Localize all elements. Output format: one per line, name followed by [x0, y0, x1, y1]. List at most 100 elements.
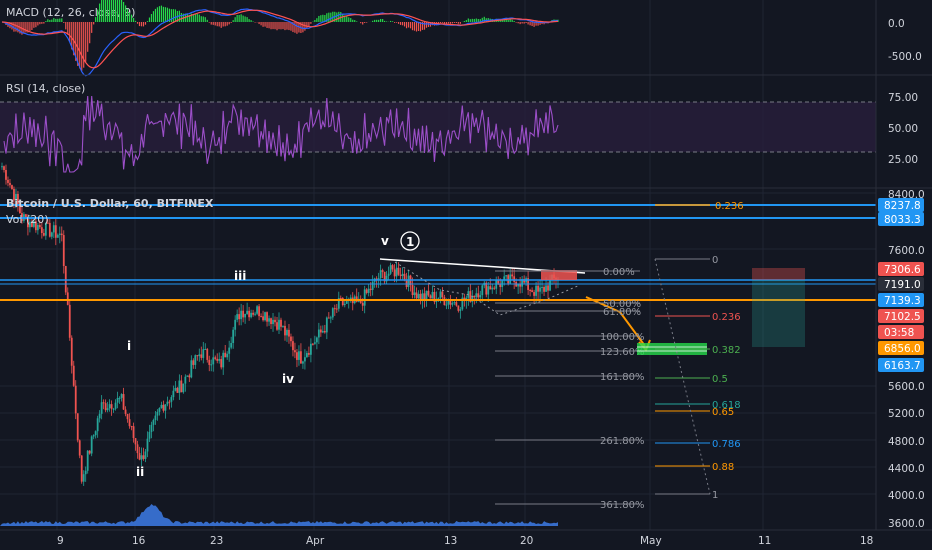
price-tick-5600: 5600.0 [888, 381, 925, 393]
candle-body-60 [120, 394, 123, 398]
candle-body-220 [439, 291, 442, 299]
candle-body-1 [3, 166, 5, 170]
candle-body-167 [333, 308, 336, 310]
candle-body-59 [118, 397, 121, 399]
candle-body-125 [250, 312, 253, 318]
time-label-16: 16 [132, 535, 146, 547]
candle-body-231 [461, 297, 464, 310]
candle-body-196 [391, 265, 394, 270]
candle-body-123 [246, 310, 249, 314]
candle-body-225 [449, 300, 452, 305]
candle-body-23 [46, 222, 49, 224]
candle-body-213 [425, 290, 428, 300]
candle-body-145 [290, 336, 292, 342]
candle-body-111 [222, 352, 225, 368]
candle-body-80 [160, 404, 163, 409]
candle-body-70 [140, 455, 143, 460]
candle-body-34 [68, 304, 71, 338]
candle-body-53 [106, 408, 109, 411]
candle-body-126 [252, 312, 254, 315]
candle-body-33 [66, 292, 69, 305]
candle-body-203 [405, 279, 408, 287]
candle-body-106 [212, 357, 215, 365]
candle-body-7 [15, 193, 17, 201]
candle-body-107 [214, 357, 217, 359]
wave-label-iii: iii [234, 269, 246, 283]
price-tick-5200: 5200.0 [888, 408, 925, 420]
time-axis[interactable]: 9 16 23 Apr 13 20 May 11 18 [57, 535, 873, 547]
candle-body-30 [60, 233, 63, 236]
fib-retracement[interactable]: 0.236 0 0.236 0.382 0.5 0.618 0.65 0.786… [654, 201, 744, 501]
candle-body-12 [25, 214, 27, 218]
candle-body-273 [545, 285, 547, 292]
candle-body-219 [437, 298, 440, 300]
candle-body-133 [266, 312, 268, 322]
macd-series [1, 0, 559, 77]
candle-body-155 [309, 343, 312, 355]
candle-body-266 [531, 290, 533, 293]
candle-body-211 [421, 293, 424, 301]
rsi-tick-50: 50.00 [888, 123, 918, 135]
rsi-band [0, 102, 876, 152]
candle-body-269 [537, 285, 539, 292]
candle-body-78 [156, 411, 159, 416]
candle-body-204 [407, 275, 410, 287]
fib-ext-label-2618: 261.80% [600, 436, 645, 447]
fib-ret-label-0: 0 [712, 255, 718, 266]
price-tags[interactable]: 8237.8 8033.3 7306.6 7191.0 7139.3 7102.… [878, 198, 924, 372]
candle-body-192 [383, 271, 386, 282]
time-label-11: 11 [758, 535, 771, 547]
candle-body-128 [256, 306, 258, 314]
candle-body-69 [138, 453, 141, 460]
candle-body-63 [126, 413, 129, 420]
candle-body-138 [276, 322, 278, 330]
candle-body-21 [42, 233, 45, 236]
candle-body-172 [343, 303, 346, 306]
rsi-pane[interactable]: RSI (14, close) 75.00 50.00 25.00 [0, 82, 918, 173]
candle-body-105 [210, 364, 213, 366]
candle-body-136 [272, 319, 274, 325]
position-stop-zone[interactable] [752, 268, 805, 280]
candle-body-87 [174, 387, 177, 391]
candle-body-20 [40, 227, 43, 234]
candle-body-175 [349, 297, 352, 300]
price-tag-7102: 7102.5 [884, 311, 921, 323]
candle-body-46 [92, 435, 95, 437]
candle-body-149 [298, 351, 300, 360]
fib-ext-label-0: 0.00% [603, 267, 635, 278]
candle-body-208 [415, 292, 418, 299]
candle-body-151 [302, 361, 304, 364]
projection-arrow[interactable] [585, 296, 646, 347]
candle-body-152 [304, 357, 306, 362]
candle-body-122 [244, 313, 247, 318]
candle-body-222 [443, 297, 446, 306]
candle-body-13 [27, 217, 29, 228]
position-target-zone[interactable] [752, 280, 805, 347]
price-tag-countdown-bg [878, 325, 924, 339]
candle-body-5 [11, 185, 13, 189]
candle-body-98 [196, 355, 199, 357]
price-pane[interactable]: 0.00% 50.00% 61.80% 100.00% 123.60% 161.… [0, 162, 876, 526]
fib-ret-label-1: 1 [712, 490, 718, 501]
target-box-red[interactable] [541, 270, 577, 280]
time-label-13: 13 [444, 535, 457, 547]
candle-body-268 [535, 285, 537, 296]
candle-body-71 [142, 455, 145, 459]
macd-pane[interactable]: MACD (12, 26, close, 9) 0.0 -500.0 [1, 0, 922, 77]
fib-extension[interactable]: 0.00% 50.00% 61.80% 100.00% 123.60% 161.… [495, 267, 645, 511]
fib-ext-label-618: 61.80% [603, 307, 641, 318]
price-tag-6856-bg [878, 341, 924, 355]
candle-body-135 [270, 318, 272, 325]
candle-body-185 [369, 288, 372, 290]
volume-series [0, 504, 558, 526]
candle-body-77 [154, 415, 157, 421]
fib-ext-label-100: 100.00% [600, 332, 645, 343]
candle-body-73 [146, 438, 149, 452]
candle-body-244 [487, 286, 490, 295]
candle-body-45 [90, 436, 93, 454]
candle-body-144 [288, 329, 290, 337]
candle-body-261 [521, 279, 524, 287]
candle-body-76 [152, 420, 155, 425]
grid [0, 0, 876, 530]
